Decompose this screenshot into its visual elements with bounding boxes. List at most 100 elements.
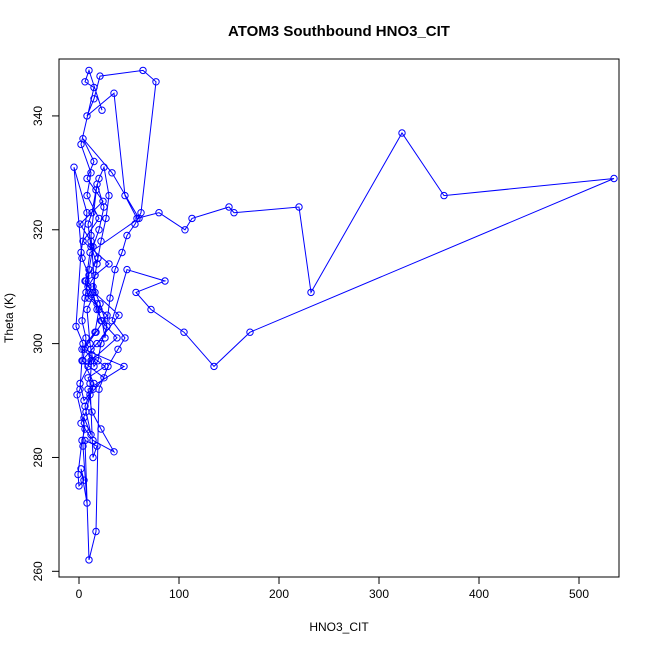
data-point: [94, 254, 102, 262]
data-point: [78, 317, 86, 325]
data-point: [108, 317, 116, 325]
data-point: [104, 362, 112, 371]
data-point: [79, 339, 87, 348]
data-point: [84, 362, 92, 371]
x-tick-label: 500: [569, 587, 589, 601]
y-tick-label: 320: [31, 219, 45, 239]
data-point: [96, 300, 104, 308]
data-point: [103, 311, 111, 319]
data-point: [152, 78, 160, 86]
data-point: [81, 294, 89, 302]
data-point: [246, 328, 254, 336]
data-point: [139, 66, 147, 75]
data-point: [101, 334, 109, 342]
chart-title: ATOM3 Southbound HNO3_CIT: [228, 23, 450, 40]
data-point: [79, 135, 87, 143]
data-point: [82, 277, 90, 285]
x-axis-label: HNO3_CIT: [309, 620, 369, 634]
y-tick-label: 280: [31, 447, 45, 467]
y-axis: 260 280 300 320 340: [31, 106, 60, 581]
data-point: [74, 470, 82, 479]
data-point: [86, 339, 94, 348]
data-point: [100, 163, 108, 171]
data-point: [93, 260, 101, 268]
data-point: [94, 357, 102, 365]
data-point: [93, 442, 101, 450]
data-point: [79, 237, 87, 245]
data-point: [115, 311, 123, 319]
data-point: [85, 294, 93, 302]
data-point: [110, 89, 118, 97]
data-point: [86, 248, 94, 257]
data-point: [83, 499, 91, 507]
data-point: [92, 186, 100, 194]
data-point: [76, 385, 84, 393]
data-point: [89, 283, 97, 291]
x-tick-label: 300: [369, 587, 389, 601]
data-point: [80, 413, 88, 422]
data-point: [83, 305, 91, 314]
data-point: [133, 214, 141, 223]
data-point: [90, 95, 98, 103]
x-axis: 0 100 200 300 400 500: [76, 576, 589, 601]
data-point: [137, 209, 145, 217]
data-point: [88, 408, 96, 416]
data-point: [132, 288, 140, 297]
data-point: [97, 339, 105, 348]
data-point: [85, 66, 93, 75]
series-layer: [70, 66, 618, 564]
data-point: [95, 214, 103, 223]
data-point: [91, 328, 99, 336]
data-point: [77, 465, 85, 473]
data-point: [81, 425, 89, 433]
data-point: [91, 271, 99, 279]
data-point: [87, 345, 95, 353]
y-tick-label: 300: [31, 333, 45, 353]
data-point: [188, 214, 196, 223]
data-point: [121, 191, 129, 200]
data-point: [118, 248, 126, 257]
data-point: [610, 174, 618, 183]
data-point: [99, 197, 107, 206]
data-point: [105, 191, 113, 200]
data-point: [295, 203, 303, 211]
data-point: [93, 339, 101, 348]
data-point: [95, 385, 103, 393]
data-point: [161, 277, 169, 285]
data-point: [95, 174, 103, 183]
data-point: [96, 72, 104, 80]
data-point: [70, 163, 78, 171]
x-tick-label: 200: [269, 587, 289, 601]
data-point: [84, 220, 92, 228]
data-point: [120, 362, 128, 371]
data-point: [103, 322, 111, 331]
data-point: [80, 345, 88, 353]
data-point: [398, 129, 406, 137]
data-point: [181, 226, 189, 234]
data-point: [93, 305, 101, 314]
y-tick-label: 260: [31, 561, 45, 581]
data-point: [82, 334, 90, 342]
data-point: [85, 556, 93, 564]
data-point: [89, 453, 97, 462]
data-point: [89, 243, 97, 251]
data-point: [123, 231, 131, 240]
data-point: [97, 237, 105, 245]
data-point: [225, 203, 233, 211]
data-point: [88, 209, 96, 217]
data-point: [98, 317, 106, 325]
data-point: [90, 379, 98, 388]
data-point: [78, 254, 86, 262]
data-point: [83, 191, 91, 200]
data-point: [110, 448, 118, 456]
data-point: [86, 379, 94, 388]
data-point: [147, 305, 155, 314]
data-point: [76, 379, 84, 388]
data-point: [83, 112, 91, 120]
data-point: [123, 265, 131, 274]
data-point: [210, 362, 218, 371]
data-point: [95, 226, 103, 234]
data-point: [73, 391, 81, 399]
data-point: [98, 106, 106, 114]
